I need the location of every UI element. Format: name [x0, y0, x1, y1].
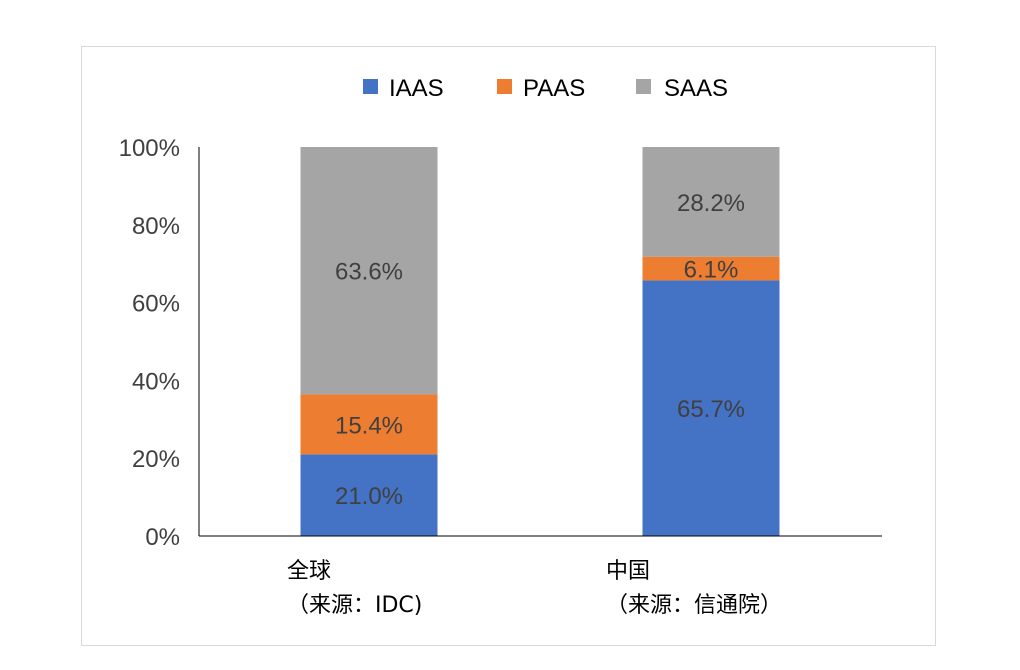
legend-label-paas: PAAS	[523, 75, 585, 102]
x-axis: 全球 （来源：IDC) 中国 （来源：信通院）	[199, 535, 882, 618]
bar-segment-iaas	[300, 454, 438, 536]
legend-swatch-iaas	[363, 79, 378, 94]
x-category-label: 中国	[606, 559, 650, 584]
legend: IAAS PAAS SAAS	[363, 75, 728, 102]
y-tick-label: 40%	[132, 368, 180, 395]
y-tick-label: 60%	[132, 291, 180, 318]
bar-segment-saas	[300, 147, 438, 395]
data-label-iaas: 65.7%	[677, 396, 745, 423]
data-label-iaas: 21.0%	[335, 483, 403, 510]
data-label-paas: 15.4%	[335, 412, 403, 439]
bars: 21.0% 15.4% 63.6% 65.7% 6.1% 28.2%	[300, 147, 780, 536]
x-category-label: 全球	[287, 559, 331, 584]
y-tick-label: 0%	[145, 524, 180, 551]
y-tick-label: 80%	[132, 213, 180, 240]
legend-label-saas: SAAS	[664, 75, 728, 102]
y-tick-label: 20%	[132, 446, 180, 473]
legend-label-iaas: IAAS	[389, 75, 444, 102]
legend-swatch-paas	[497, 79, 512, 94]
y-tick-label: 100%	[119, 135, 180, 162]
data-label-paas: 6.1%	[684, 257, 739, 284]
y-axis: 0% 20% 40% 60% 80% 100%	[119, 135, 200, 551]
x-category-sublabel: （来源：IDC)	[287, 593, 422, 618]
bar-segment-iaas	[642, 280, 780, 536]
bar-segment-paas	[300, 394, 438, 455]
legend-swatch-saas	[636, 79, 651, 94]
data-label-saas: 63.6%	[335, 259, 403, 286]
bar-segment-saas	[642, 147, 780, 257]
x-category-sublabel: （来源：信通院）	[606, 593, 782, 618]
data-label-saas: 28.2%	[677, 190, 745, 217]
bar-segment-paas	[642, 256, 780, 281]
chart-frame	[81, 46, 936, 646]
